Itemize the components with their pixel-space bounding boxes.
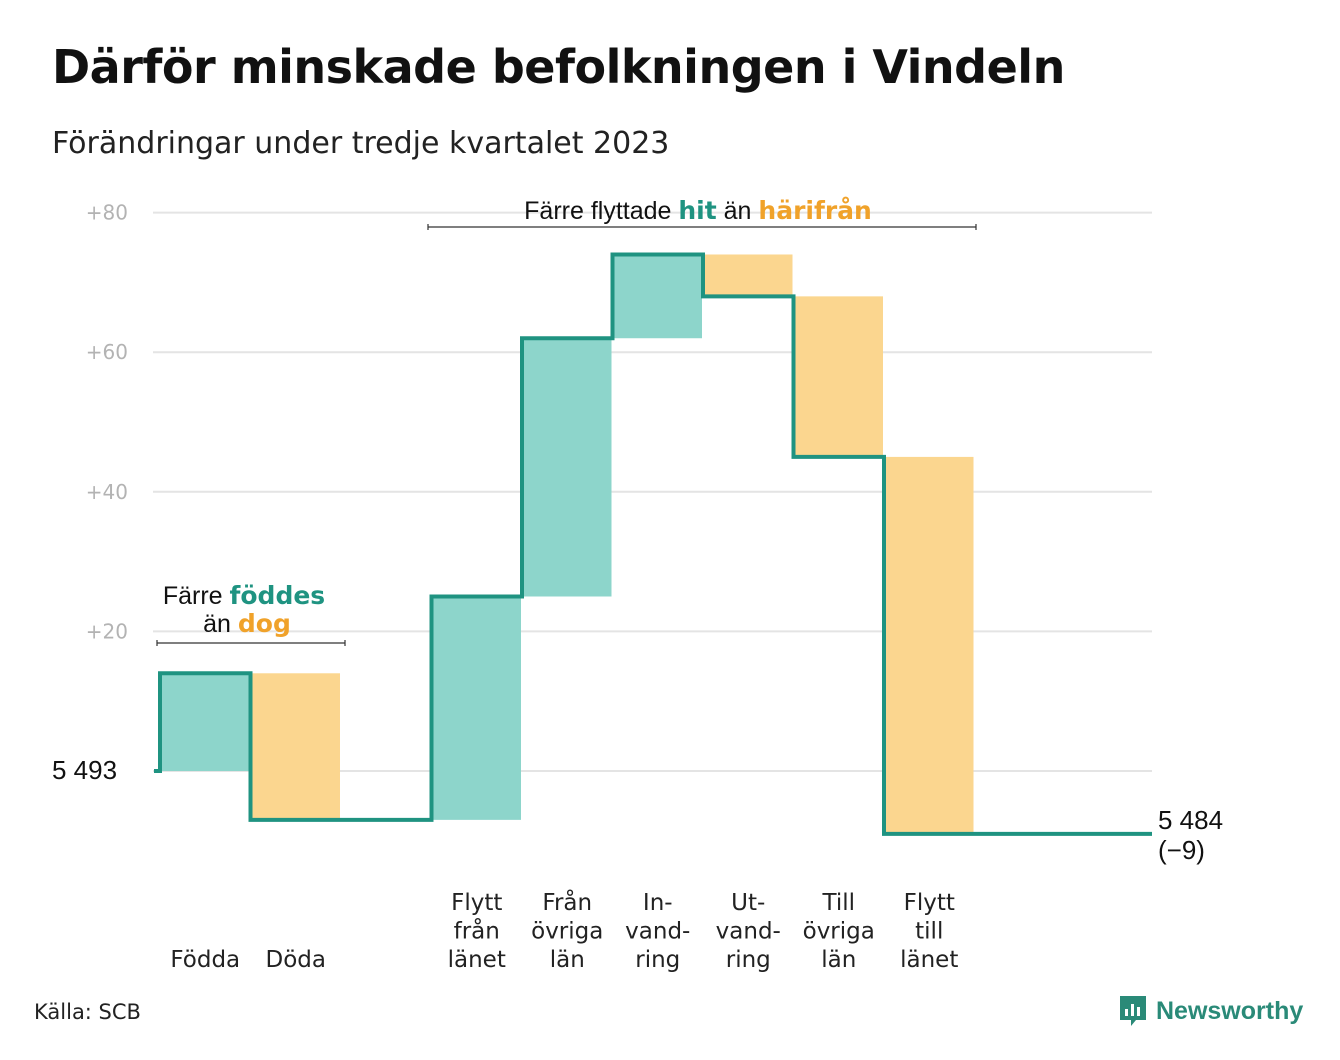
category-labels: Födda DödaFlyttfrånlänetFrånövrigalänIn-v… [170,888,958,973]
category-label: till [915,919,943,945]
migration-anno-plain2: än [717,197,759,225]
y-tick-label: +80 [86,201,128,225]
births-bracket [156,640,346,646]
waterfall-bar [704,254,793,297]
category-label: ring [726,947,771,973]
population-step-line [154,252,1152,836]
chart-subtitle: Förändringar under tredje kvartalet 2023 [52,126,670,161]
svg-text:än dog: än dog [203,609,291,638]
chart-title: Därför minskade befolkningen i Vindeln [52,40,1065,94]
waterfall-bar [613,254,702,339]
source-note: Källa: SCB [34,1000,141,1024]
category-label: län [550,947,585,973]
category-label: länet [448,947,506,973]
y-tick-label: +20 [86,619,128,643]
waterfall-bar [885,456,974,834]
end-value-label: 5 484 [1158,805,1223,835]
births-anno-teal: föddes [230,581,326,610]
category-label: övriga [803,919,875,945]
category-label: Ut- [731,890,765,916]
migration-bracket [427,224,977,230]
category-label: In- [643,890,673,916]
logo-text: Newsworthy [1156,996,1304,1025]
migration-anno-teal: hit [678,196,716,225]
end-change-label: (−9) [1158,835,1205,865]
bars [161,254,974,834]
waterfall-bar [432,596,521,820]
migration-anno-orange: härifrån [758,196,871,225]
category-label: Flytt [451,890,502,916]
category-label: Till [821,890,855,916]
category-label: från [454,917,500,945]
waterfall-bar [794,296,883,457]
migration-annotation: Färre flyttade hit än härifrån [427,196,977,230]
y-tick-label: +40 [86,480,128,504]
newsworthy-logo: Newsworthy [1118,994,1303,1028]
category-label: Från [542,888,592,916]
category-label: vand- [716,919,781,945]
waterfall-bar [251,673,340,820]
category-label: länet [900,947,958,973]
category-label: ring [635,947,680,973]
births-annotation: Färre föddes än dog [156,581,346,646]
category-label: Flytt [904,890,955,916]
y-tick-label: +60 [86,340,128,364]
start-value-label: 5 493 [52,755,117,785]
migration-anno-plain1: Färre flyttade [524,197,678,225]
births-anno-plain: Färre [163,582,230,610]
category-label: Födda [170,947,240,973]
svg-text:Färre flyttade hit än härifrån: Färre flyttade hit än härifrån [524,196,872,225]
svg-text:Färre föddes: Färre föddes [163,581,325,610]
y-axis-ticks: +20 +40 +60 +80 [86,201,128,644]
category-label: län [821,947,856,973]
waterfall-bar [523,338,612,597]
category-label: övriga [531,919,603,945]
births-anno-orange: dog [238,609,291,638]
waterfall-bar [161,673,250,771]
newsworthy-chat-bars-icon [1120,996,1146,1026]
category-label: Döda [266,947,326,973]
births-anno-plain2: än [203,610,238,638]
category-label: vand- [625,919,690,945]
